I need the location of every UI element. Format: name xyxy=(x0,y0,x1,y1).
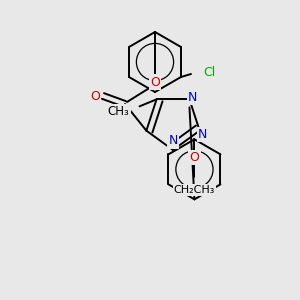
Text: O: O xyxy=(190,151,200,164)
Text: N: N xyxy=(168,134,178,148)
Text: N: N xyxy=(188,91,197,104)
Text: O: O xyxy=(150,76,160,88)
Text: CH₂CH₃: CH₂CH₃ xyxy=(174,185,215,195)
Text: CH₃: CH₃ xyxy=(108,105,130,118)
Text: O: O xyxy=(90,89,100,103)
Text: N: N xyxy=(198,128,207,141)
Text: Cl: Cl xyxy=(203,65,215,79)
